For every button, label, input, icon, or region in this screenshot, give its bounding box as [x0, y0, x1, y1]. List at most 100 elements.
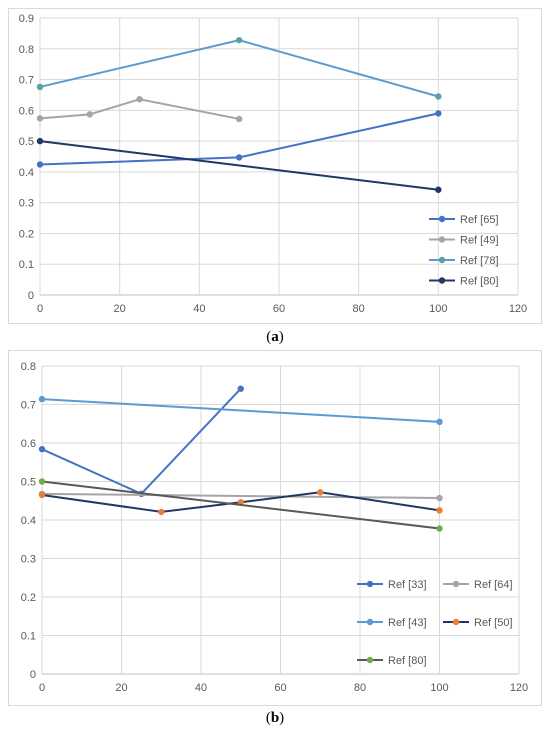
y-tick-label: 0.2: [19, 228, 34, 240]
x-tick-label: 60: [274, 682, 286, 694]
x-tick-label: 80: [353, 303, 365, 315]
legend-label: Ref [80]: [388, 655, 427, 667]
data-point: [435, 186, 442, 193]
y-tick-label: 0.1: [19, 259, 34, 271]
legend-swatch-marker: [438, 236, 446, 243]
legend-label: Ref [78]: [460, 255, 499, 267]
series-b-0: [38, 385, 244, 498]
legend-swatch-marker: [438, 215, 446, 223]
data-point: [237, 385, 244, 392]
data-point: [235, 36, 243, 44]
y-tick-label: 0: [30, 669, 36, 681]
data-point: [436, 418, 443, 426]
data-point: [38, 491, 46, 499]
data-point: [36, 137, 44, 145]
y-tick-label: 0.6: [21, 438, 36, 450]
y-tick-label: 0.5: [21, 477, 36, 489]
y-tick-label: 0.4: [21, 515, 36, 527]
caption-b: (b): [0, 710, 550, 727]
legend-item: Ref [78]: [429, 255, 499, 267]
legend-label: Ref [43]: [388, 617, 427, 629]
x-tick-label: 0: [37, 303, 43, 315]
data-point: [436, 507, 443, 514]
data-point: [38, 445, 46, 453]
y-tick-label: 0.8: [19, 44, 34, 56]
data-point: [38, 478, 46, 485]
line-chart-b: 0 0.1 0.2 0.3 0.4 0.5 0.6 0.7 0.8 0 20 40 60 80 100 120…: [21, 361, 528, 694]
legend-swatch-marker: [452, 580, 460, 588]
x-tick-label: 40: [193, 303, 205, 315]
legend-label: Ref [64]: [474, 579, 513, 591]
data-point: [38, 395, 46, 403]
series-a-0: [36, 110, 442, 168]
y-tick-label: 0.5: [19, 136, 34, 148]
series-a-2: [36, 36, 442, 100]
data-point: [435, 110, 442, 117]
x-tick-label: 20: [115, 682, 127, 694]
y-tick-label: 0.1: [21, 631, 36, 643]
series-group-a: [36, 36, 442, 193]
chart-panel-a: 0 0.1 0.2 0.3 0.4 0.5 0.6 0.7 0.8 0.9 0 20 40 60 80 100…: [8, 8, 542, 324]
legend-label: Ref [49]: [460, 235, 499, 247]
legend-item: Ref [43]: [357, 617, 427, 629]
caption-a-open: (: [266, 329, 272, 345]
legend-swatch-marker: [438, 256, 446, 264]
legend-label: Ref [80]: [460, 276, 499, 288]
series-a-1: [36, 96, 243, 123]
x-tick-label: 100: [430, 682, 448, 694]
legend-item: Ref [80]: [357, 655, 427, 667]
caption-b-close: ): [279, 710, 285, 726]
legend-swatch-marker: [366, 656, 374, 664]
legend-item: Ref [49]: [429, 235, 499, 247]
data-point: [36, 115, 44, 122]
x-tick-label: 100: [429, 303, 447, 315]
series-a-3: [36, 137, 442, 193]
series-line: [41, 480, 440, 530]
gridlines-a: [39, 17, 519, 296]
caption-b-open: (: [265, 710, 271, 726]
data-point: [86, 111, 93, 118]
data-point: [235, 154, 243, 161]
y-tick-label: 0: [28, 290, 34, 302]
tick-labels-a: 0 0.1 0.2 0.3 0.4 0.5 0.6 0.7 0.8 0.9 0 20 40 60 80 100…: [19, 13, 527, 315]
data-point: [436, 525, 443, 532]
legend-item: Ref [33]: [357, 579, 427, 591]
legend-swatch-marker: [438, 277, 446, 284]
series-b-4: [38, 478, 443, 532]
chart-panel-b: 0 0.1 0.2 0.3 0.4 0.5 0.6 0.7 0.8 0 20 40 60 80 100 120…: [8, 350, 542, 706]
data-point: [436, 494, 443, 502]
data-point: [136, 96, 143, 103]
y-tick-label: 0.7: [19, 75, 34, 87]
line-chart-a: 0 0.1 0.2 0.3 0.4 0.5 0.6 0.7 0.8 0.9 0 20 40 60 80 100…: [19, 13, 527, 315]
series-b-3: [38, 489, 443, 516]
legend-a: Ref [65] Ref [49] Ref [78] Ref [80]: [429, 214, 499, 288]
x-tick-label: 20: [114, 303, 126, 315]
x-tick-label: 40: [195, 682, 207, 694]
x-tick-label: 120: [509, 303, 527, 315]
y-tick-label: 0.2: [21, 592, 36, 604]
data-point: [158, 508, 165, 516]
y-tick-label: 0.8: [21, 361, 36, 373]
data-point: [317, 489, 324, 496]
y-tick-label: 0.3: [19, 198, 34, 210]
caption-a-close: ): [278, 329, 284, 345]
series-group-b: [38, 385, 443, 532]
legend-label: Ref [65]: [460, 214, 499, 226]
legend-swatch-marker: [366, 618, 374, 626]
series-line: [39, 98, 240, 120]
data-point: [36, 161, 44, 168]
legend-swatch-marker: [452, 618, 460, 626]
series-b-2: [38, 395, 443, 426]
series-line: [41, 398, 440, 423]
caption-a: (a): [0, 329, 550, 346]
legend-label: Ref [50]: [474, 617, 513, 629]
y-tick-label: 0.7: [21, 400, 36, 412]
legend-item: Ref [50]: [443, 617, 513, 629]
data-point: [435, 93, 442, 100]
legend-item: Ref [65]: [429, 214, 499, 226]
legend-swatch-marker: [366, 580, 374, 588]
y-tick-label: 0.4: [19, 167, 34, 179]
caption-a-letter: a: [271, 329, 279, 345]
x-tick-label: 120: [510, 682, 528, 694]
legend-label: Ref [33]: [388, 579, 427, 591]
